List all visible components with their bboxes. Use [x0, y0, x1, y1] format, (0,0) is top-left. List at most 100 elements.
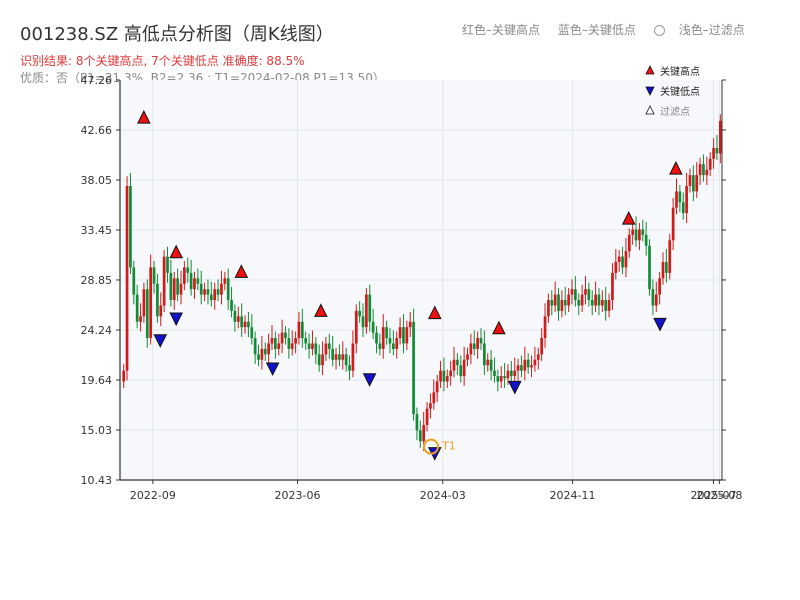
candle-body [432, 392, 436, 404]
candle-body [499, 376, 503, 382]
candle-body [240, 316, 244, 328]
candle-body [553, 294, 557, 306]
candle-body [267, 343, 270, 355]
candle-body [617, 256, 621, 263]
candle-body [236, 316, 240, 322]
key-low-marker [362, 373, 377, 387]
axes: 47.26 42.66 38.05 33.45 28.85 24.24 19.64 15.03… [81, 74, 743, 502]
candle-body [226, 278, 230, 301]
light-legend-item: 浅色–过滤点 [653, 23, 759, 37]
candle-body [493, 370, 496, 377]
candle-body [600, 300, 604, 306]
candle-body [675, 191, 678, 208]
candle-body [287, 338, 291, 349]
candle-body [257, 354, 260, 360]
y-tick-label: 24.24 [81, 324, 113, 337]
candle-body [550, 300, 554, 306]
candle-body [425, 408, 429, 425]
candle-body [604, 300, 608, 311]
candle-body [705, 169, 709, 176]
candle-body [536, 354, 540, 360]
candle-body [456, 359, 459, 366]
candle-body [570, 289, 574, 295]
candle-body [509, 370, 513, 377]
candle-body [503, 376, 506, 379]
candle-body [631, 229, 635, 235]
candle-body [317, 354, 321, 366]
candle-body [145, 289, 149, 339]
candle-body [698, 164, 702, 176]
red-legend-text: 红色–关键高点 [462, 23, 541, 37]
candle-body [354, 310, 358, 344]
recognition-result: 识别结果: 8个关键高点, 7个关键低点 准确度: 88.5% [20, 54, 305, 68]
candle-body [176, 278, 179, 295]
candle-body [304, 338, 308, 344]
candle-body [476, 338, 479, 349]
candle-body [156, 283, 159, 317]
candle-body [398, 327, 402, 339]
candle-body [300, 321, 304, 339]
blue-legend-text: 蓝色–关键低点 [557, 23, 636, 37]
y-tick-label: 42.66 [81, 124, 113, 137]
candle-body [563, 300, 567, 306]
candle-body [671, 207, 675, 241]
candle-body [402, 327, 405, 344]
candle-body [371, 321, 375, 333]
candle-body [321, 354, 324, 366]
key-high-marker [169, 244, 183, 259]
candle-body [311, 343, 314, 349]
legend-filtered-label: 过滤点 [660, 105, 690, 118]
candle-body [230, 300, 233, 311]
candle-body [526, 359, 530, 368]
candle-body [418, 430, 422, 442]
legend-high-icon [645, 65, 655, 75]
candle-body [543, 316, 547, 339]
candle-body [496, 376, 500, 382]
candle-body [540, 338, 544, 355]
candle-body [506, 370, 510, 379]
candle-body [135, 294, 139, 322]
candle-body [324, 343, 328, 355]
candle-body [290, 343, 294, 349]
candle-body [412, 321, 415, 415]
key-low-marker [169, 312, 183, 327]
candle-body [392, 343, 395, 349]
candle-body [344, 354, 348, 366]
candle-body [358, 310, 361, 317]
candle-body [149, 267, 152, 339]
candle-body [142, 289, 146, 317]
candle-body [557, 294, 560, 311]
candle-body [196, 278, 200, 284]
candle-body [186, 267, 190, 273]
legend-high-label: 关键高点 [660, 65, 700, 78]
candle-body [442, 370, 446, 382]
candle-body [166, 256, 169, 273]
t1-ring [423, 438, 440, 455]
candle-body [216, 289, 220, 295]
candle-body [220, 283, 223, 295]
candle-body [607, 300, 611, 311]
candle-body [435, 381, 439, 393]
candle-body [415, 414, 419, 431]
y-tick-label: 33.45 [81, 224, 113, 237]
candle-body [422, 424, 426, 442]
candle-body [338, 354, 341, 360]
t1-label: T1 [441, 440, 456, 453]
candle-body [385, 327, 388, 339]
candle-body [638, 229, 641, 241]
candle-body [513, 370, 517, 377]
key-high-marker [137, 109, 151, 124]
candle-body [152, 267, 156, 284]
candle-body [351, 343, 355, 371]
candle-body [577, 300, 581, 306]
candle-body [702, 164, 705, 176]
candle-body [452, 359, 456, 371]
candle-body [247, 321, 250, 328]
candle-body [547, 300, 550, 317]
key-high-marker [427, 305, 442, 320]
candle-body [381, 327, 385, 349]
candle-body [449, 370, 452, 377]
candle-body [658, 278, 661, 295]
candle-body [439, 370, 442, 382]
